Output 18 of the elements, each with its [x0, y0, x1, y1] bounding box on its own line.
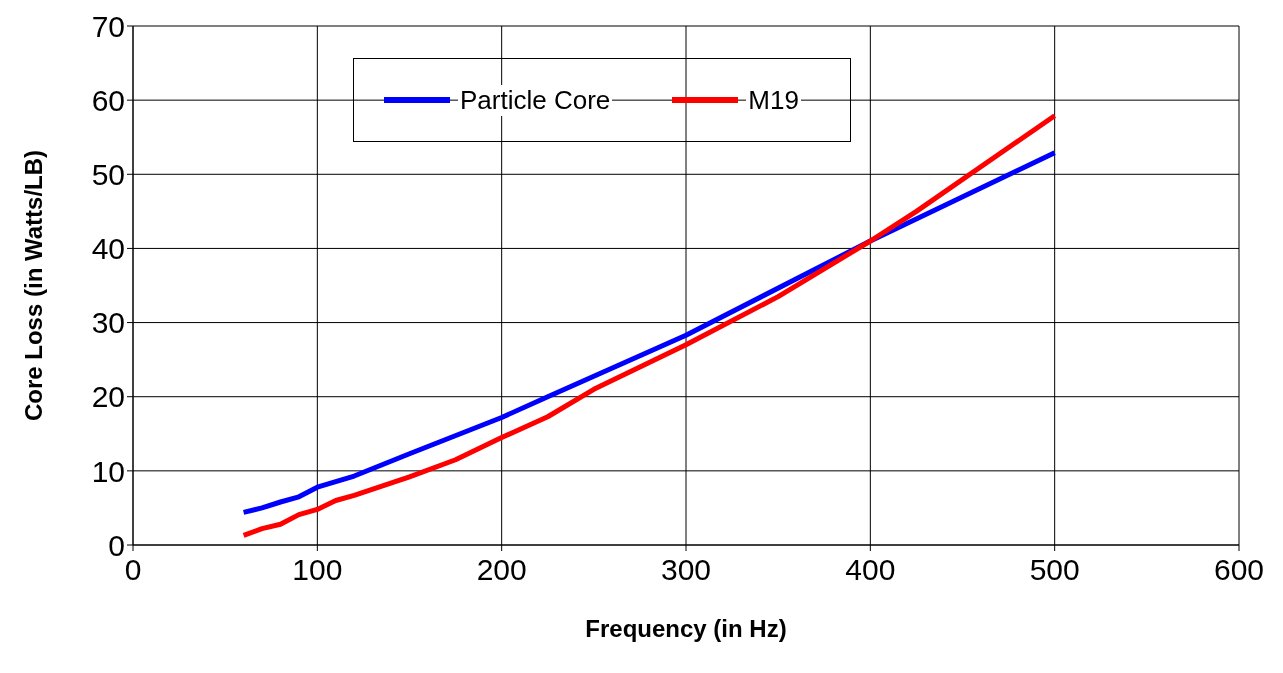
legend-label: Particle Core [458, 84, 613, 116]
x-tick-label: 400 [845, 553, 896, 587]
y-tick-label: 40 [91, 232, 125, 266]
y-tick-label: 10 [91, 454, 125, 488]
x-tick-label: 200 [476, 553, 527, 587]
y-tick-label: 20 [91, 380, 125, 414]
x-tick-label: 500 [1029, 553, 1080, 587]
x-tick-label: 600 [1213, 553, 1265, 587]
y-tick-label: 70 [91, 9, 125, 43]
y-tick-label: 50 [91, 157, 125, 191]
x-axis-title: Frequency (in Hz) [585, 615, 787, 642]
legend-label: M19 [746, 84, 801, 116]
y-tick-label: 30 [91, 306, 125, 340]
y-axis-title: Core Loss (in Watts/LB) [19, 149, 47, 422]
y-tick-label: 0 [108, 528, 125, 562]
y-tick-label: 60 [91, 83, 125, 117]
x-tick-label: 100 [292, 553, 343, 587]
x-tick-label: 300 [660, 553, 712, 587]
